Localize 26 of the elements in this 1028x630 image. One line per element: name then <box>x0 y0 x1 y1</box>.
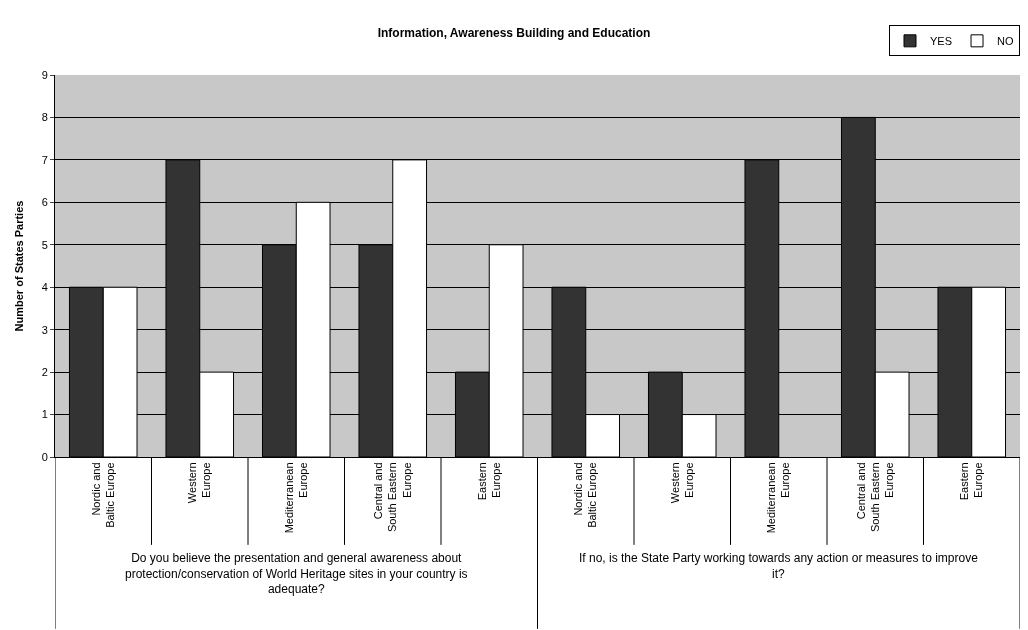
x-tick-label: Central and South Eastern Europe <box>372 462 413 533</box>
x-tick-label: Western Europe <box>186 462 213 504</box>
y-tick-label: 6 <box>41 196 48 209</box>
y-tick-label: 7 <box>41 153 48 166</box>
chart-title: Information, Awareness Building and Education <box>377 25 651 40</box>
legend-label: NO <box>997 35 1014 48</box>
y-tick-label: 8 <box>41 111 48 124</box>
text: Do you believe the presentation and general awareness about protection/conservation of World Heritage sites in your country is adequate? <box>125 551 468 597</box>
x-tick-label: Eastern Europe <box>958 462 985 501</box>
y-tick-label: 4 <box>41 281 48 294</box>
legend-label: YES <box>930 35 953 48</box>
y-tick-label: 9 <box>41 68 48 81</box>
x-tick-label: Eastern Europe <box>475 462 502 501</box>
x-tick-label: Mediterranean Europe <box>282 462 309 534</box>
x-tick-label: Nordic and Baltic Europe <box>572 462 599 528</box>
x-tick-label: Western Europe <box>668 462 695 504</box>
x-tick-label: Central and South Eastern Europe <box>854 462 896 533</box>
y-tick-label: 0 <box>41 450 48 463</box>
text: If no, is the State Party working towards any action or measures to improve it? <box>579 551 979 581</box>
x-tick-label: Mediterranean Europe <box>765 462 792 534</box>
y-tick-label: 2 <box>41 365 48 378</box>
y-tick-label: 3 <box>41 323 48 336</box>
x-tick-label: Nordic and Baltic Europe <box>89 462 116 528</box>
y-tick-label: 5 <box>41 238 48 251</box>
y-tick-label: 1 <box>41 408 48 421</box>
y-axis-title: Number of States Parties <box>13 200 25 332</box>
